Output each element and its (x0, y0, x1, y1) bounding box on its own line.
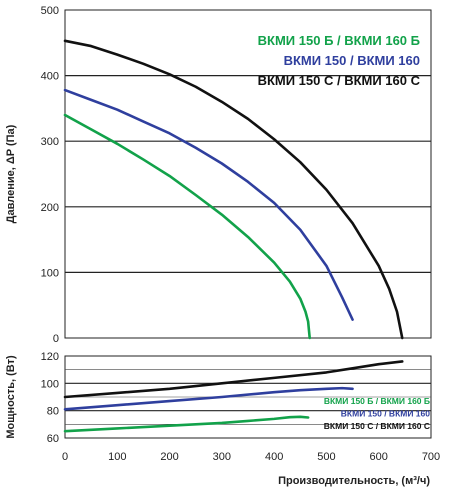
power-legend-entry-1: ВКМИ 150 / ВКМИ 160 (341, 409, 430, 419)
x-tick-label: 300 (213, 451, 231, 463)
x-axis-label: Производительность, (м³/ч) (278, 475, 430, 487)
x-tick-label: 600 (370, 451, 388, 463)
pressure-y-tick-label: 0 (53, 333, 59, 345)
power-series-2-line (63, 360, 404, 399)
pressure-y-tick-label: 100 (41, 267, 59, 279)
x-tick-label: 500 (317, 451, 335, 463)
power-y-tick-label: 100 (41, 378, 59, 390)
power-legend-entry-2: ВКМИ 150 С / ВКМИ 160 С (324, 421, 430, 431)
power-y-axis-label: Мощность, (Вт) (5, 355, 17, 439)
pressure-chart-panel: 0 100 200 300 400 500 ВКМИ 150 Б / ВКМИ 160 Б… (5, 5, 432, 345)
pressure-plot-frame (64, 9, 432, 339)
power-chart-panel: 60 80 100 120 ВКМИ 150 Б / ВКМИ 160 Б ВКМИ 1… (5, 351, 440, 487)
x-tick-label: 0 (62, 451, 68, 463)
x-tick-label: 400 (265, 451, 283, 463)
pressure-y-tick-label: 300 (41, 136, 59, 148)
power-y-tick-label: 60 (47, 433, 59, 445)
pressure-series-2-line (63, 39, 404, 340)
power-legend-entry-0: ВКМИ 150 Б / ВКМИ 160 Б (324, 396, 430, 406)
x-tick-label: 100 (108, 451, 126, 463)
pressure-y-tick-label: 200 (41, 202, 59, 214)
pressure-legend-entry-2: ВКМИ 150 С / ВКМИ 160 С (258, 73, 421, 88)
pressure-legend-entry-1: ВКМИ 150 / ВКМИ 160 (284, 53, 420, 68)
x-tick-label: 200 (160, 451, 178, 463)
power-y-tick-label: 120 (41, 351, 59, 363)
x-tick-label: 700 (422, 451, 440, 463)
pressure-legend-entry-0: ВКМИ 150 Б / ВКМИ 160 Б (258, 33, 420, 48)
pressure-series-1-line (63, 88, 354, 321)
power-series-0-line (63, 415, 310, 433)
pressure-y-tick-label: 500 (41, 5, 59, 17)
pressure-y-tick-label: 400 (41, 71, 59, 83)
pressure-series-0-line (63, 113, 311, 340)
power-series-1-line (63, 386, 354, 411)
pressure-y-axis-label: Давление, ΔP (Па) (5, 124, 17, 223)
power-y-tick-label: 80 (47, 406, 59, 418)
